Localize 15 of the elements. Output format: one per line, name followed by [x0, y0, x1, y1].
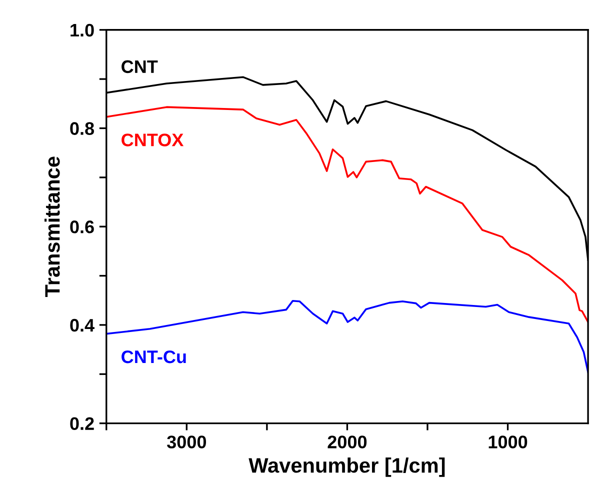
- y-tick-label: 0.6: [70, 220, 94, 234]
- x-axis-title: Wavenumber [1/cm]: [248, 457, 445, 477]
- line-series: [106, 106, 588, 323]
- x-tick-label: 3000: [166, 436, 206, 448]
- series-label: CNTOX: [122, 134, 184, 146]
- line-series: [106, 300, 588, 374]
- y-tick-label: 1.0: [70, 24, 94, 37]
- series-label: CNT: [122, 60, 158, 74]
- series-label: CNT-Cu: [122, 350, 186, 364]
- x-tick-label: 2000: [328, 436, 367, 448]
- y-tick-label: 0.4: [70, 318, 94, 332]
- y-axis-title: Transmittance: [44, 156, 60, 297]
- y-tick-label: 0.8: [70, 122, 94, 135]
- y-tick-label: 0.2: [70, 417, 94, 430]
- x-tick-label: 1000: [488, 436, 528, 448]
